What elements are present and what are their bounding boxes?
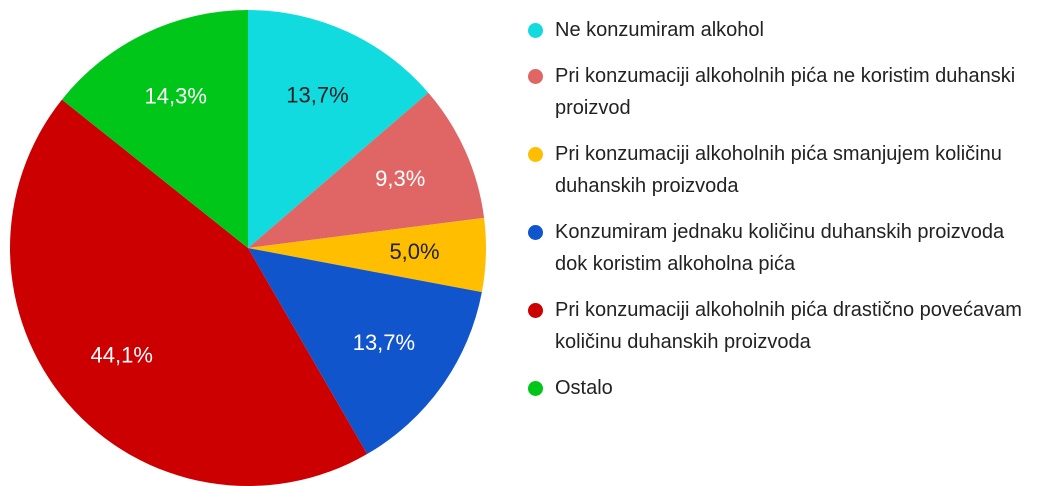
data-label: 13,7%: [353, 330, 415, 355]
pie-slice: [9, 99, 368, 486]
legend-item: Konzumiram jednaku količinu duhanskih pr…: [522, 216, 1022, 280]
data-label: 44,1%: [91, 343, 153, 368]
legend-item: Pri konzumaciji alkoholnih pića drastičn…: [522, 294, 1022, 358]
legend-label: Pri konzumaciji alkoholnih pića drastičn…: [555, 299, 1022, 353]
legend-swatch: [528, 381, 543, 396]
legend-swatch: [528, 225, 543, 240]
legend-item: Pri konzumaciji alkoholnih pića ne koris…: [522, 60, 1022, 124]
pie-slice: [248, 248, 482, 455]
legend-label: Ne konzumiram alkohol: [555, 19, 764, 41]
legend-label: Ostalo: [555, 377, 613, 399]
legend-swatch: [528, 303, 543, 318]
pie-slice: [248, 92, 485, 248]
legend-item: Ne konzumiram alkohol: [522, 14, 1022, 46]
legend-label: Konzumiram jednaku količinu duhanskih pr…: [555, 221, 1005, 275]
pie-slice: [248, 217, 486, 293]
legend-item: Pri konzumaciji alkoholnih pića smanjuje…: [522, 138, 1022, 202]
legend-swatch: [528, 147, 543, 162]
legend-label: Pri konzumaciji alkoholnih pića smanjuje…: [555, 143, 1002, 197]
pie-slice: [61, 10, 249, 248]
data-label: 13,7%: [286, 82, 348, 107]
data-label: 5,0%: [389, 239, 439, 264]
data-label: 14,3%: [145, 84, 207, 109]
legend: Ne konzumiram alkohol Pri konzumaciji alk…: [522, 14, 1022, 418]
legend-item: Ostalo: [522, 372, 1022, 404]
pie-slice: [248, 10, 429, 248]
legend-label: Pri konzumaciji alkoholnih pića ne koris…: [555, 65, 1016, 119]
legend-swatch: [528, 23, 543, 38]
pie-chart: 13,7% 9,3% 5,0% 13,7% 44,1% 14,3%: [9, 10, 486, 486]
data-label: 9,3%: [375, 166, 425, 191]
legend-swatch: [528, 69, 543, 84]
